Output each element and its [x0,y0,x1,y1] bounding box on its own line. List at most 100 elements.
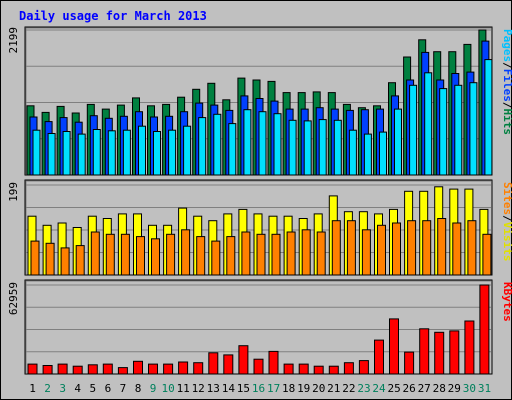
bar-pages-day-15 [243,109,252,176]
bar-sites-day-1 [30,240,40,276]
bar-sites-day-6 [105,233,115,276]
bar-kbytes-day-11 [178,361,189,375]
bar-kbytes-day-4 [72,365,83,375]
bar-sites-day-3 [60,247,70,276]
bar-sites-day-18 [286,231,296,276]
bar-kbytes-day-22 [343,362,354,375]
bar-kbytes-day-26 [404,351,415,375]
bar-kbytes-day-2 [42,365,53,375]
day-label-16: 16 [252,382,265,395]
bar-kbytes-day-7 [117,367,128,375]
side-legend: Pages/Files/Hits [501,29,512,135]
side-legend-text: KBytes [501,282,512,322]
bar-pages-day-2 [47,133,56,176]
bar-sites-day-12 [196,236,206,276]
bar-pages-day-12 [198,117,207,176]
day-label-6: 6 [105,382,112,395]
bar-kbytes-day-28 [434,331,445,375]
bar-sites-day-26 [407,220,417,276]
bar-sites-day-2 [45,242,55,276]
bar-pages-day-25 [394,108,402,176]
legend-pages: Pages [501,29,512,62]
bar-pages-day-30 [469,82,478,176]
bar-kbytes-day-5 [87,364,98,375]
side-legend: KBytes [501,282,512,322]
bar-kbytes-day-30 [464,320,475,375]
bar-kbytes-day-20 [313,365,324,375]
bar-pages-day-8 [138,125,146,176]
day-label-12: 12 [192,382,205,395]
day-label-1: 1 [29,382,36,395]
bar-pages-day-18 [288,119,297,176]
day-label-23: 23 [357,382,370,395]
bar-kbytes-day-3 [57,363,68,375]
bar-kbytes-day-31 [479,284,490,375]
day-label-4: 4 [74,382,81,395]
day-label-28: 28 [433,382,446,395]
chart-title: Daily usage for March 2013 [19,9,207,23]
bar-kbytes-day-21 [328,365,339,375]
bar-pages-day-3 [62,131,71,176]
bar-sites-day-14 [226,236,236,276]
panel-background [24,279,493,375]
bar-pages-day-14 [228,123,237,176]
bar-kbytes-day-16 [253,358,264,375]
bar-kbytes-day-9 [148,363,158,375]
bar-kbytes-day-10 [163,363,174,375]
day-label-2: 2 [44,382,51,395]
legend-hits: Hits [501,109,512,136]
bar-sites-day-10 [166,233,176,276]
bar-sites-day-31 [482,233,492,276]
day-label-19: 19 [297,382,310,395]
panels-group: 2199Pages/Files/Hits199Sites/Visits62959… [7,26,512,375]
bar-kbytes-day-15 [238,345,249,375]
legend-visits: Visits [501,222,512,262]
bar-pages-day-31 [484,59,493,176]
bar-sites-day-4 [75,245,85,276]
bar-kbytes-day-1 [27,363,38,375]
bar-sites-day-13 [211,240,221,276]
bar-kbytes-day-24 [374,339,384,375]
bar-pages-day-1 [32,129,41,176]
bar-kbytes-day-27 [419,328,430,375]
day-label-11: 11 [177,382,190,395]
bar-sites-day-8 [136,236,145,276]
legend-sites: Sites [501,182,512,215]
day-label-8: 8 [135,382,142,395]
bar-kbytes-day-12 [193,362,204,375]
bar-pages-day-17 [273,113,282,176]
bar-pages-day-13 [213,113,222,176]
side-legend-text: Pages/Files/Hits [501,29,512,135]
side-legend: Sites/Visits [501,182,512,262]
bar-sites-day-30 [467,220,477,276]
bar-kbytes-day-8 [133,360,143,375]
day-label-31: 31 [478,382,491,395]
y-axis-max-label: 62959 [7,282,20,315]
day-label-29: 29 [448,382,461,395]
day-label-15: 15 [237,382,250,395]
bar-pages-day-21 [333,119,342,176]
bar-sites-day-27 [422,220,432,276]
bar-pages-day-16 [258,111,267,176]
day-label-26: 26 [402,382,415,395]
bar-sites-day-17 [271,233,281,276]
bar-sites-day-23 [361,229,371,276]
day-label-13: 13 [207,382,220,395]
bar-kbytes-day-29 [449,330,460,375]
day-label-17: 17 [267,382,280,395]
y-axis-max-label: 2199 [7,27,20,54]
bar-sites-day-22 [346,220,356,276]
legend-separator: / [501,62,512,69]
bar-sites-day-19 [301,229,311,276]
bar-pages-day-5 [92,129,101,176]
bar-sites-day-5 [90,231,100,276]
bar-pages-day-26 [409,84,418,176]
bar-kbytes-day-19 [298,363,309,375]
bar-pages-day-24 [379,131,387,176]
day-label-10: 10 [161,382,174,395]
bar-sites-day-29 [452,222,462,276]
day-labels-group: 1 2 3 4 5 6 7 8 9 10 11 12 13 14 15 16 17 18 19 20 21 22 23 24 2… [29,382,491,395]
legend-kbytes: KBytes [501,282,512,322]
day-label-20: 20 [312,382,325,395]
